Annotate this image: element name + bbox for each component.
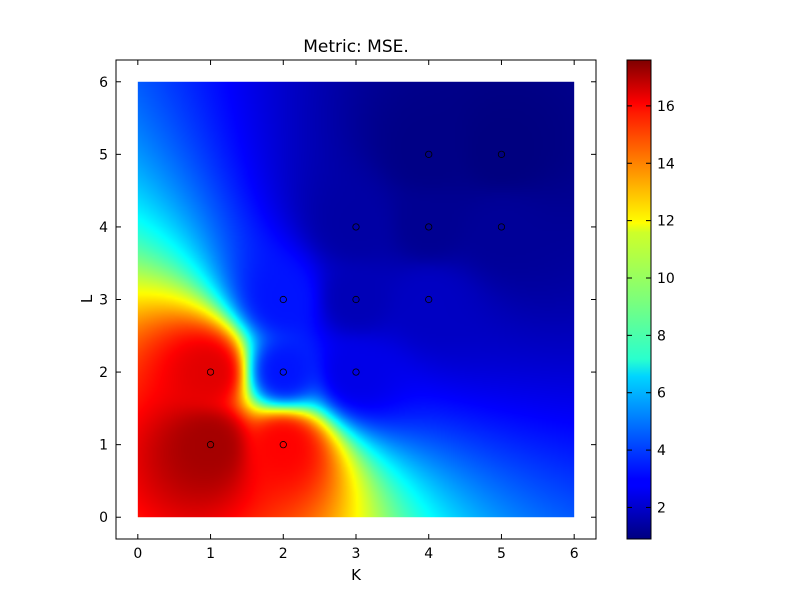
colorbar-tick-label: 2 <box>657 500 666 516</box>
data-point <box>352 295 360 304</box>
colorbar-tick-label: 14 <box>657 156 675 172</box>
data-point <box>497 223 506 231</box>
y-tick-label: 3 <box>99 293 108 309</box>
x-tick-label: 3 <box>352 546 361 562</box>
data-points <box>206 150 506 449</box>
data-point <box>425 295 433 304</box>
data-point <box>352 368 360 376</box>
data-point <box>206 441 215 449</box>
chart-title: Metric: MSE. <box>303 37 409 57</box>
x-tick-label: 2 <box>279 546 288 562</box>
colorbar-tick-label: 16 <box>657 99 675 115</box>
colorbar-gradient <box>626 59 652 540</box>
y-tick-label: 4 <box>99 220 108 236</box>
x-tick-label: 0 <box>133 546 142 562</box>
y-tick-label: 5 <box>99 147 108 163</box>
x-tick-label: 5 <box>497 546 506 562</box>
colorbar-tick-label: 6 <box>657 386 666 402</box>
y-tick-label: 0 <box>99 510 108 526</box>
x-axis-ticks: 0 1 2 3 4 5 6 <box>133 60 579 562</box>
data-point <box>206 368 215 376</box>
colorbar-tick-label: 8 <box>657 328 666 344</box>
colorbar-tick-label: 10 <box>657 271 675 287</box>
data-point <box>425 150 433 158</box>
x-axis-label: K <box>351 566 362 584</box>
x-tick-label: 4 <box>424 546 433 562</box>
data-point <box>352 223 360 231</box>
data-point <box>497 150 506 158</box>
colorbar-tick-label: 12 <box>657 214 675 230</box>
x-tick-label: 6 <box>570 546 579 562</box>
data-point <box>279 295 287 304</box>
y-axis-label: L <box>78 294 96 303</box>
y-tick-label: 1 <box>99 438 108 454</box>
data-point <box>425 223 433 231</box>
data-point <box>279 441 287 449</box>
plot-area: 0 1 2 3 4 5 6 0 1 2 3 4 5 6 <box>99 59 597 562</box>
y-tick-label: 6 <box>99 75 108 91</box>
colorbar-tick-label: 4 <box>657 443 666 459</box>
y-tick-label: 2 <box>99 365 108 381</box>
data-point <box>279 368 287 376</box>
y-axis-ticks: 0 1 2 3 4 5 6 <box>99 75 596 526</box>
colorbar-ticks: 2 4 6 8 10 12 14 16 <box>627 99 675 516</box>
colorbar: 2 4 6 8 10 12 14 16 <box>626 59 675 540</box>
x-tick-label: 1 <box>206 546 215 562</box>
